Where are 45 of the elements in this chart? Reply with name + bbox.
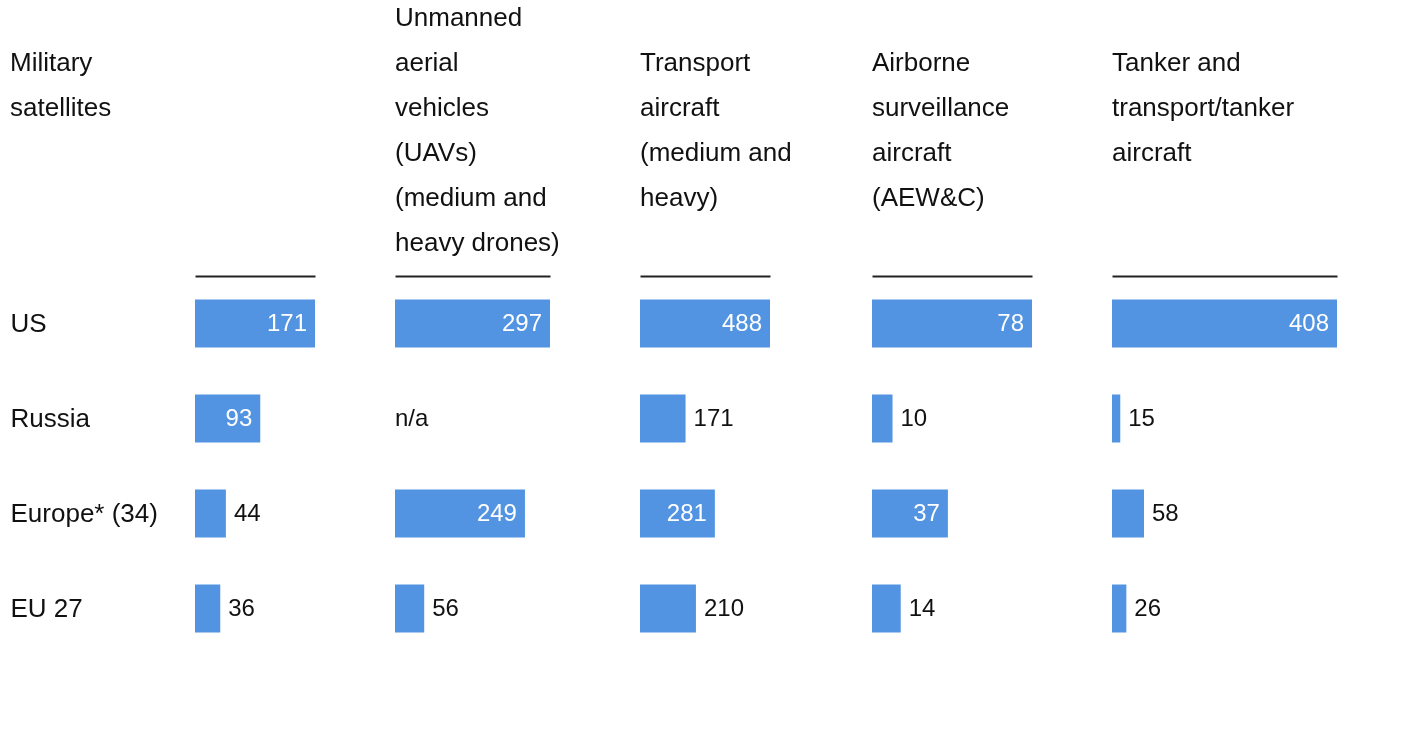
data-label: 14 <box>908 593 936 621</box>
bar <box>872 489 948 538</box>
data-label: 58 <box>1151 498 1179 526</box>
data-label: 249 <box>476 498 517 526</box>
data-label: 93 <box>225 403 253 431</box>
data-label: 37 <box>913 498 940 526</box>
bar <box>195 489 226 538</box>
data-label: 78 <box>997 308 1024 336</box>
chart-title: Transport aircraft (medium and heavy) <box>640 47 792 212</box>
chart-title: Airborne surveillance aircraft (AEW&C) <box>872 47 1010 212</box>
bar <box>1112 299 1337 348</box>
data-label: 44 <box>233 498 261 526</box>
data-label: 10 <box>900 403 928 431</box>
y-tick-label: Russia <box>10 402 91 433</box>
bar <box>872 299 1032 348</box>
bar <box>1112 584 1127 633</box>
bar <box>640 489 715 538</box>
data-label: 171 <box>266 308 307 336</box>
bar <box>195 394 261 443</box>
y-tick-label: Europe* (34) <box>10 497 158 528</box>
bar <box>195 299 315 348</box>
data-label: 15 <box>1128 403 1155 431</box>
bar <box>640 394 686 443</box>
data-label: 488 <box>721 308 762 336</box>
bar <box>195 584 221 633</box>
bar <box>872 584 901 633</box>
chart-title: Military satellites <box>10 47 112 122</box>
data-label: 210 <box>703 593 744 621</box>
chart-title: Tanker and transport/tanker aircraft <box>1112 47 1295 167</box>
data-label: 171 <box>693 403 734 431</box>
y-tick-label: US <box>10 307 47 338</box>
bar <box>640 584 696 633</box>
data-label: 281 <box>666 498 707 526</box>
bar <box>640 299 770 348</box>
data-label: 408 <box>1288 308 1329 336</box>
text: n/a <box>395 403 429 431</box>
data-label: 36 <box>228 593 255 621</box>
bar <box>1112 489 1144 538</box>
data-label: 297 <box>501 308 542 336</box>
data-label: 56 <box>432 593 459 621</box>
y-tick-label: EU 27 <box>10 592 83 623</box>
chart-title: Unmanned aerial vehicles (UAVs) (medium and heavy drones) <box>395 2 560 257</box>
data-label: 26 <box>1134 593 1162 621</box>
bar <box>872 394 893 443</box>
bar <box>1112 394 1121 443</box>
